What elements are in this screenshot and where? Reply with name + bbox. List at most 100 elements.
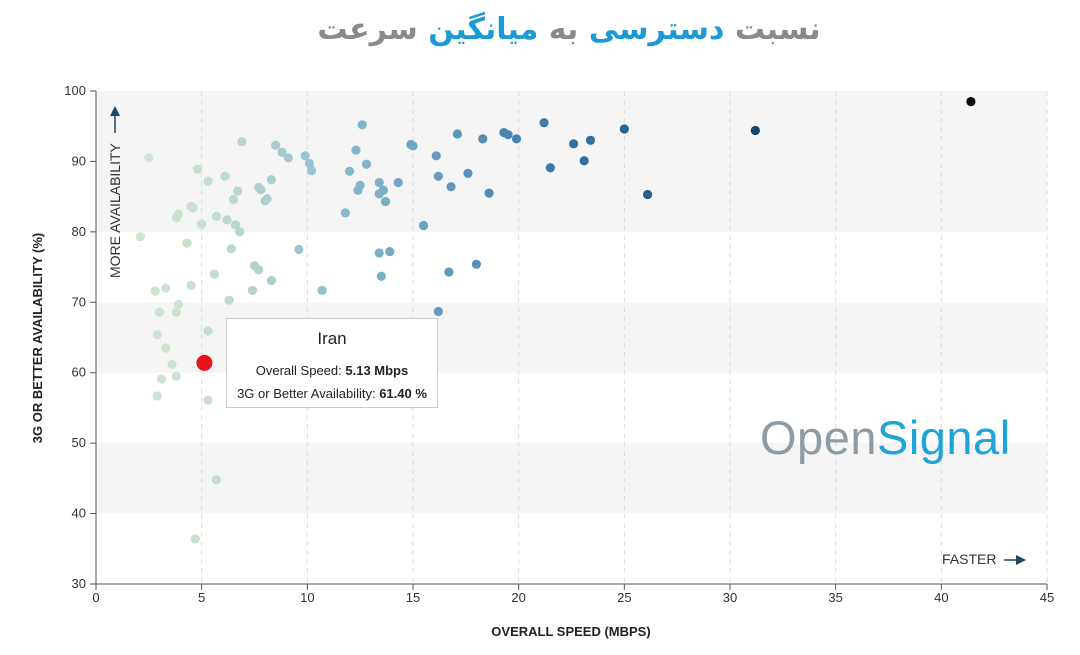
x-tick-label: 25 xyxy=(617,590,631,605)
chart-title: نسبت دسترسی به میانگین سرعت xyxy=(0,12,1080,47)
data-point xyxy=(203,326,213,336)
x-tick-label: 15 xyxy=(406,590,420,605)
x-tick-label: 30 xyxy=(723,590,737,605)
x-tick-label: 40 xyxy=(934,590,948,605)
data-point xyxy=(247,285,257,295)
data-point xyxy=(376,271,386,281)
axes xyxy=(95,91,1047,585)
data-point xyxy=(418,220,429,231)
data-point xyxy=(433,171,443,181)
data-point xyxy=(408,141,418,151)
title-word: به xyxy=(548,12,579,47)
data-point xyxy=(380,196,391,207)
vertical-gridlines xyxy=(201,91,1048,584)
data-point xyxy=(190,534,200,544)
data-point xyxy=(161,343,171,353)
y-tick-label: 50 xyxy=(72,435,86,450)
data-point xyxy=(271,140,281,150)
data-point xyxy=(345,166,355,176)
data-point xyxy=(161,283,171,293)
data-point xyxy=(135,232,145,242)
data-point xyxy=(203,176,213,186)
data-point xyxy=(300,151,310,161)
data-point xyxy=(357,120,367,130)
data-point xyxy=(266,275,277,286)
data-point xyxy=(230,220,241,230)
background-bands xyxy=(96,91,1047,514)
data-point xyxy=(203,395,213,405)
x-axis-ticks: 0 5 10 15 20 25 30 35 40 45 xyxy=(92,584,1054,605)
y-tick-label: 100 xyxy=(64,83,86,98)
data-point xyxy=(619,124,629,134)
x-axis-label: OVERALL SPEED (MBPS) xyxy=(491,624,650,639)
x-tick-label: 20 xyxy=(511,590,525,605)
data-point xyxy=(173,299,184,309)
data-point xyxy=(186,280,196,290)
x-tick-label: 45 xyxy=(1040,590,1054,605)
data-point xyxy=(171,213,181,223)
data-point xyxy=(256,185,266,195)
title-word: نسبت xyxy=(734,12,821,47)
data-point xyxy=(224,295,234,305)
data-point xyxy=(569,139,579,149)
y-tick-label: 90 xyxy=(72,153,86,168)
tooltip-availability-label: 3G or Better Availability: xyxy=(237,386,376,401)
data-point xyxy=(154,307,164,317)
y-axis-ticks: 30 40 50 60 70 80 90 100 xyxy=(64,83,96,591)
tooltip: Iran Overall Speed: 5.13 Mbps 3G or Bett… xyxy=(226,318,438,408)
data-point xyxy=(446,182,456,192)
y-tick-label: 30 xyxy=(72,576,86,591)
data-point xyxy=(167,359,177,369)
data-point xyxy=(585,135,596,145)
data-point xyxy=(144,153,154,163)
data-point xyxy=(211,211,222,221)
data-point xyxy=(192,164,203,174)
faster-label: FASTER xyxy=(942,551,997,567)
title-word: میانگین xyxy=(428,12,539,47)
data-point xyxy=(317,285,327,295)
data-point xyxy=(579,156,589,166)
data-point xyxy=(351,145,361,155)
more-availability-label: MORE AVAILABILITY xyxy=(107,143,123,278)
y-tick-label: 60 xyxy=(72,365,86,380)
tooltip-country: Iran xyxy=(317,329,347,348)
data-point xyxy=(355,180,365,190)
data-point xyxy=(642,189,653,200)
x-tick-label: 5 xyxy=(198,590,205,605)
data-point xyxy=(378,185,389,195)
data-point xyxy=(463,168,473,179)
logo-signal: Signal xyxy=(876,411,1011,464)
data-point xyxy=(304,158,315,169)
tooltip-availability-row: 3G or Better Availability: 61.40 % xyxy=(227,382,437,405)
data-point xyxy=(222,215,232,225)
y-tick-label: 40 xyxy=(72,506,86,521)
data-point xyxy=(374,248,384,258)
background-band xyxy=(96,443,1047,514)
title-word: دسترسی xyxy=(588,12,725,47)
data-point xyxy=(211,475,222,485)
data-point xyxy=(444,267,454,277)
data-point xyxy=(226,244,236,254)
data-point xyxy=(750,125,760,136)
data-point xyxy=(452,129,462,139)
data-point xyxy=(152,330,162,340)
faster-arrow-icon xyxy=(1004,555,1026,565)
data-point xyxy=(393,177,403,188)
data-point xyxy=(471,259,481,269)
data-point xyxy=(266,175,277,185)
x-tick-label: 35 xyxy=(828,590,842,605)
data-point xyxy=(171,371,181,381)
background-band xyxy=(96,91,1047,232)
data-point xyxy=(385,246,395,257)
data-point xyxy=(484,188,494,198)
up-arrow-icon xyxy=(110,106,120,133)
data-point xyxy=(150,286,160,296)
data-point xyxy=(478,134,488,144)
tooltip-speed-row: Overall Speed: 5.13 Mbps xyxy=(227,359,437,382)
data-point xyxy=(182,238,192,248)
data-point xyxy=(433,306,443,317)
data-point xyxy=(283,153,293,163)
data-point xyxy=(374,177,384,188)
data-point xyxy=(545,163,555,173)
